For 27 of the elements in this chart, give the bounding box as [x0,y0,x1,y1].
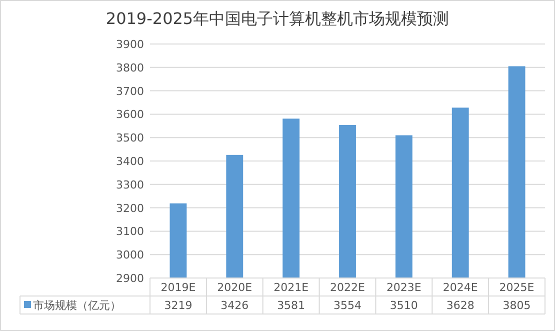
y-tick-label: 3600 [116,108,144,122]
y-tick-label: 3800 [116,61,144,74]
chart-title: 2019-2025年中国电子计算机整机市场规模预测 [106,9,450,28]
y-tick-label: 3200 [116,202,144,215]
y-tick-label: 3100 [116,225,144,238]
legend-label: 市场规模（亿元） [33,299,121,312]
y-tick-label: 3300 [116,178,144,192]
y-tick-label: 3400 [116,155,144,168]
data-label: 3554 [334,299,362,312]
x-tick-label: 2025E [499,281,534,294]
y-tick-label: 3700 [116,84,144,98]
y-tick-label: 2900 [116,272,144,285]
data-label: 3805 [502,299,531,312]
x-tick-label: 2022E [330,281,366,294]
y-tick-label: 3900 [116,38,144,51]
x-tick-label: 2023E [386,281,422,294]
data-label: 3219 [164,299,192,312]
y-tick-label: 3000 [116,248,144,262]
data-label: 3628 [446,299,474,312]
x-tick-label: 2021E [274,281,309,294]
x-tick-label: 2019E [160,281,196,294]
data-label: 3581 [277,299,306,312]
y-tick-label: 3500 [116,132,144,145]
x-tick-label: 2020E [217,281,252,294]
data-label: 3510 [390,299,418,312]
x-tick-label: 2024E [442,281,478,294]
data-label: 3426 [220,299,249,312]
